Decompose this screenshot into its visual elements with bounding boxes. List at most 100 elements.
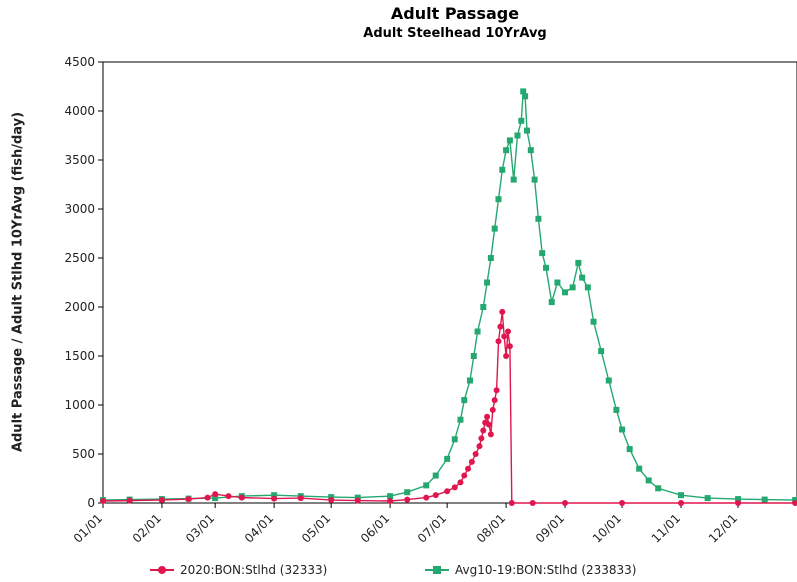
data-point-2020-22	[472, 451, 479, 457]
data-point-avg-14	[444, 455, 451, 462]
y-tick-label-1500: 1500	[64, 349, 95, 363]
x-tick-label-03-01: 03/01	[183, 511, 217, 545]
series-line-2020	[102, 311, 796, 504]
data-point-2020-38	[504, 328, 511, 335]
legend-marker-avg	[433, 566, 441, 574]
data-point-avg-42	[562, 289, 569, 296]
data-point-avg-37	[535, 215, 542, 222]
data-point-avg-51	[619, 426, 626, 433]
data-point-2020-8	[271, 495, 278, 502]
y-tick-label-0: 0	[87, 496, 95, 510]
x-tick-label-01-01: 01/01	[71, 511, 105, 545]
x-tick-label-12-01: 12/01	[706, 511, 740, 545]
data-point-2020-12	[387, 498, 394, 505]
y-tick-label-500: 500	[72, 447, 95, 461]
data-point-avg-17	[461, 397, 468, 404]
data-point-avg-38	[539, 250, 546, 257]
data-point-2020-1	[126, 497, 133, 504]
data-point-2020-34	[497, 323, 504, 330]
data-point-2020-40	[508, 500, 515, 506]
y-tick-label-4500: 4500	[64, 55, 95, 69]
y-tick-label-4000: 4000	[64, 104, 95, 118]
data-point-2020-9	[297, 495, 304, 502]
data-point-avg-11	[404, 489, 411, 496]
data-point-2020-37	[503, 353, 510, 359]
legend-label-avg: Avg10-19:BON:Stlhd (233833)	[455, 563, 637, 577]
data-point-avg-27	[503, 147, 510, 154]
data-point-2020-7	[238, 494, 245, 501]
data-point-2020-10	[328, 497, 335, 504]
data-point-avg-25	[495, 196, 502, 203]
data-point-2020-5	[212, 491, 219, 498]
data-point-2020-25	[480, 427, 487, 434]
data-point-2020-36	[501, 333, 508, 340]
data-point-avg-54	[645, 477, 652, 484]
data-point-avg-6	[271, 492, 278, 499]
data-point-avg-34	[524, 127, 531, 134]
y-tick-label-2500: 2500	[64, 251, 95, 265]
chart-legend: 2020:BON:Stlhd (32333) Avg10-19:BON:Stlh…	[0, 562, 797, 582]
data-point-2020-44	[678, 500, 685, 506]
data-point-avg-52	[626, 446, 633, 453]
legend-swatch-avg	[425, 565, 449, 575]
y-tick-label-3000: 3000	[64, 202, 95, 216]
data-point-2020-20	[465, 465, 472, 472]
legend-item-avg[interactable]: Avg10-19:BON:Stlhd (233833)	[425, 563, 637, 577]
data-point-avg-48	[598, 348, 605, 355]
data-point-avg-41	[554, 279, 561, 286]
data-point-avg-31	[518, 117, 525, 124]
data-point-2020-15	[432, 492, 439, 499]
data-point-avg-47	[590, 318, 597, 325]
data-point-avg-39	[543, 264, 550, 271]
data-point-avg-56	[678, 492, 685, 499]
data-point-2020-39	[506, 343, 513, 350]
data-point-2020-35	[499, 308, 506, 315]
data-point-avg-44	[575, 259, 582, 266]
data-point-2020-16	[444, 488, 451, 495]
data-point-avg-45	[579, 274, 586, 281]
x-tick-label-11-01: 11/01	[649, 511, 683, 545]
data-point-2020-3	[185, 496, 192, 503]
data-point-2020-4	[204, 494, 211, 501]
legend-item-2020[interactable]: 2020:BON:Stlhd (32333)	[150, 563, 327, 577]
data-point-2020-32	[493, 387, 500, 394]
data-point-2020-31	[491, 397, 498, 404]
y-tick-label-1000: 1000	[64, 398, 95, 412]
data-point-avg-30	[514, 132, 521, 139]
data-point-avg-18	[466, 377, 473, 384]
x-tick-label-07-01: 07/01	[415, 511, 449, 545]
data-point-avg-46	[584, 284, 591, 291]
data-point-2020-13	[404, 496, 411, 503]
x-tick-label-05-01: 05/01	[299, 511, 333, 545]
data-point-2020-21	[468, 458, 475, 465]
chart-title: Adult Passage	[390, 4, 520, 23]
data-point-avg-55	[655, 485, 662, 492]
data-point-2020-45	[735, 500, 742, 506]
plot-frame	[102, 61, 797, 504]
x-tick-label-04-01: 04/01	[242, 511, 276, 545]
data-point-2020-17	[451, 484, 458, 491]
data-point-2020-23	[476, 443, 483, 450]
data-point-2020-14	[423, 494, 430, 501]
data-point-2020-27	[484, 413, 491, 420]
legend-label-2020: 2020:BON:Stlhd (32333)	[180, 563, 328, 577]
data-point-avg-49	[605, 377, 612, 384]
data-point-avg-19	[470, 353, 477, 359]
data-point-avg-33	[522, 93, 529, 100]
data-point-2020-42	[562, 500, 569, 506]
data-point-avg-26	[499, 166, 506, 173]
data-point-avg-32	[520, 88, 527, 95]
data-point-avg-16	[457, 416, 464, 423]
data-point-2020-33	[495, 338, 502, 345]
data-point-avg-23	[487, 255, 494, 261]
data-point-2020-30	[489, 406, 496, 413]
data-point-2020-43	[619, 500, 626, 506]
x-tick-label-10-01: 10/01	[590, 511, 624, 545]
legend-marker-2020	[158, 566, 166, 574]
legend-swatch-2020	[150, 565, 174, 575]
data-point-avg-13	[432, 472, 439, 479]
data-point-avg-43	[569, 284, 576, 291]
series-line-avg	[102, 91, 796, 501]
data-point-avg-21	[480, 304, 487, 310]
data-point-avg-40	[548, 299, 555, 306]
